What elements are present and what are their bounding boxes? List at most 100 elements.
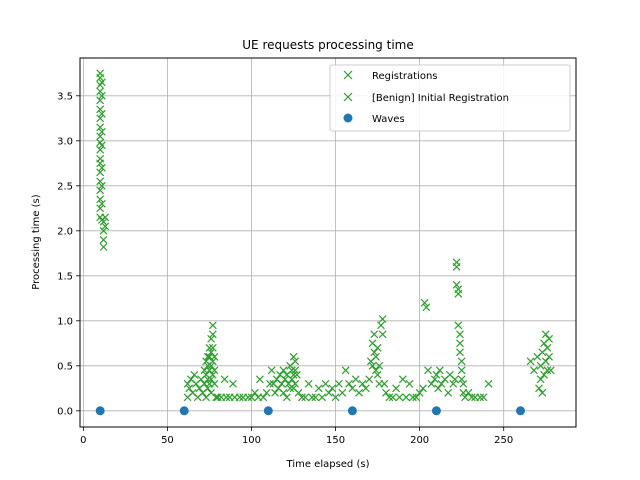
registration-point [434, 384, 443, 393]
registration-point [96, 168, 105, 177]
registration-point [395, 393, 404, 402]
registration-point [545, 334, 554, 343]
registration-point [262, 388, 271, 397]
legend-box [329, 64, 571, 132]
registration-point [96, 96, 105, 105]
registration-point [452, 280, 461, 289]
registration-point [328, 384, 337, 393]
registration-point [373, 370, 382, 379]
registration-point [203, 384, 212, 393]
plot-frame [79, 57, 577, 428]
registration-point [298, 393, 306, 402]
registration-point [380, 379, 389, 388]
wave-point [263, 406, 273, 416]
registration-point [378, 315, 387, 323]
registration-point [546, 366, 555, 375]
y-tick-label: 3.0 [57, 136, 73, 147]
registration-point [289, 370, 298, 379]
registration-point [96, 114, 105, 123]
legend-label-waves: Waves [372, 114, 405, 125]
registration-point [456, 348, 464, 357]
registration-point [371, 352, 380, 361]
registration-point [370, 330, 379, 339]
registration-point [207, 334, 216, 343]
registration-point [208, 343, 217, 352]
registration-point [365, 375, 374, 384]
registration-point [304, 379, 313, 388]
registration-point [99, 235, 108, 244]
wave-point [95, 406, 105, 416]
y-tick-label: 2.5 [57, 181, 73, 192]
registration-point [335, 379, 343, 388]
registration-point [388, 393, 397, 402]
registration-point [247, 393, 256, 402]
y-tick-label: 1.5 [57, 271, 73, 282]
grid [80, 58, 576, 427]
axis-ticks: 0 50 100 150 200 250 0.0 0.5 1.0 1.5 2.0 2.5 3.0 3.5 [57, 91, 513, 446]
registration-point [99, 226, 108, 235]
registration-point [222, 393, 231, 402]
y-tick-label: 2.0 [57, 226, 73, 237]
registration-point [457, 357, 466, 366]
registration-point [543, 343, 552, 352]
registration-point [97, 127, 106, 136]
registration-point [484, 379, 493, 388]
registration-point [456, 339, 464, 348]
registration-point [321, 379, 330, 388]
registration-point [476, 393, 485, 402]
registration-point [444, 388, 453, 397]
registration-point [250, 388, 259, 397]
data-points [95, 69, 555, 416]
registration-point [543, 366, 552, 375]
registration-point [451, 375, 459, 384]
registration-point [449, 379, 458, 388]
registration-point [97, 181, 106, 190]
registration-point [370, 348, 379, 357]
chart-title: UE requests processing time [242, 38, 413, 52]
registration-point [351, 375, 360, 384]
registration-point [345, 379, 353, 388]
registration-point [279, 366, 288, 375]
registration-point [208, 330, 217, 339]
registration-point [331, 393, 340, 402]
registration-point [467, 393, 476, 402]
wave-point [179, 406, 189, 416]
legend-label-benign: [Benign] Initial Registration [372, 93, 509, 104]
registration-point [101, 213, 110, 222]
registration-point [454, 289, 463, 298]
registration-point [530, 366, 538, 375]
registration-point [535, 384, 543, 393]
wave-point [347, 406, 357, 416]
registration-point [96, 204, 105, 213]
registration-point [291, 357, 300, 366]
registration-point [437, 379, 446, 388]
registration-point [432, 370, 441, 379]
registration-point [430, 375, 439, 384]
registration-point [405, 379, 414, 388]
registration-point [464, 388, 473, 397]
registration-point [308, 393, 316, 402]
registration-point [398, 375, 407, 384]
registration-point [348, 384, 357, 393]
x-axis-title: Time elapsed (s) [286, 459, 370, 470]
registration-point [538, 388, 547, 397]
registration-point [213, 393, 222, 402]
registration-point [259, 393, 268, 402]
legend-marker-waves [343, 113, 353, 123]
registration-point [279, 388, 288, 397]
registration-point [271, 388, 279, 397]
registration-point [210, 352, 219, 361]
registration-point [378, 330, 387, 339]
registration-point [96, 123, 105, 132]
registration-point [424, 366, 432, 375]
registration-point [435, 366, 444, 375]
registration-point [220, 375, 229, 384]
legend: Registrations [Benign] Initial Registrat… [329, 64, 571, 132]
registration-point [291, 379, 300, 388]
registration-point [457, 375, 466, 384]
registration-point [277, 379, 286, 388]
legend-marker-benign [343, 92, 353, 102]
registration-point [341, 366, 350, 375]
registration-point [385, 393, 394, 402]
registration-point [292, 370, 301, 379]
